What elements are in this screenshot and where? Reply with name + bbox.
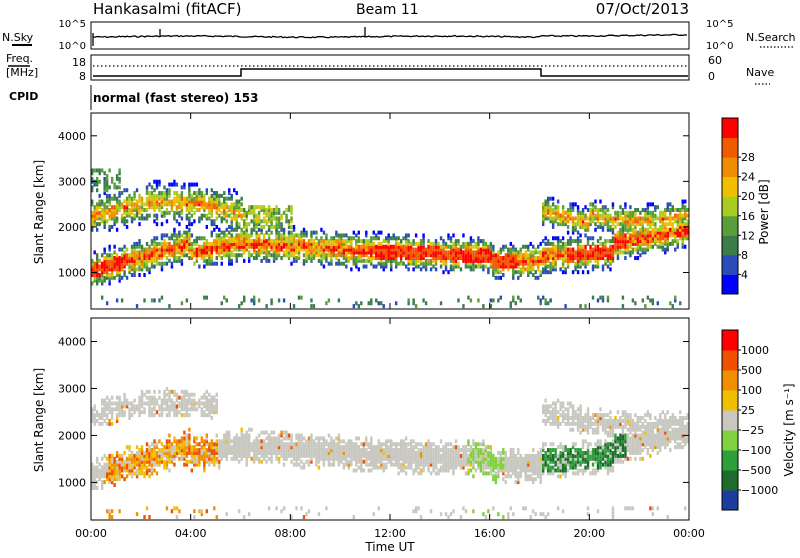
noise-right-tick-bottom: 10^0 (706, 41, 733, 52)
velBar-swatch-6 (722, 370, 738, 391)
powerBar-swatch-6 (722, 157, 738, 177)
noise-left-tick-top: 10^5 (59, 19, 86, 30)
powerBar-swatch-1 (722, 255, 738, 275)
velBar-tick-3: 25 (741, 404, 755, 417)
freq-right-tick-top: 60 (708, 54, 722, 67)
x-axis-label: Time UT (364, 540, 415, 554)
noise-right-tick-top: 10^5 (706, 19, 733, 30)
powerBar-swatch-3 (722, 216, 738, 236)
freq-line (93, 69, 688, 76)
powerYTicks-label-1: 2000 (58, 221, 86, 234)
x-tick-label-3: 12:00 (374, 527, 406, 540)
noise-sky-line (93, 33, 687, 46)
powerYTicks-label-0: 1000 (58, 267, 86, 280)
velocity-ylabel: Slant Range [km] (32, 368, 46, 472)
power-ylabel: Slant Range [km] (32, 160, 46, 264)
date-title: 07/Oct/2013 (596, 0, 689, 18)
x-tick-label-1: 04:00 (175, 527, 207, 540)
freq-left-tick-top: 18 (72, 56, 86, 69)
freq-left-tick-bottom: 8 (79, 70, 86, 83)
powerBar-tick-1: 8 (741, 249, 748, 262)
velBar-swatch-8 (722, 330, 738, 351)
noise-left-tick-bottom: 10^0 (59, 41, 86, 52)
velBar-swatch-5 (722, 390, 738, 411)
freq-label-1: Freq. (6, 52, 33, 65)
power-colorbar-label: Power [dB] (757, 179, 771, 244)
velYTicks-label-2: 3000 (58, 382, 86, 395)
powerYTicks-label-3: 4000 (58, 130, 86, 143)
powerYTicks-label-2: 3000 (58, 175, 86, 188)
noise-right-label: N.Search (746, 31, 796, 44)
velBar-swatch-1 (722, 470, 738, 491)
cpid-value: normal (fast stereo) 153 (93, 91, 259, 105)
velBar-swatch-3 (722, 430, 738, 451)
velBar-tick-7: −1000 (741, 484, 778, 497)
velBar-tick-6: −500 (741, 464, 771, 477)
powerBar-swatch-0 (722, 274, 738, 294)
x-tick-label-0: 00:00 (75, 527, 107, 540)
nave-label: Nave (746, 66, 774, 79)
freq-right-tick-bottom: 0 (708, 70, 715, 83)
x-tick-label-4: 16:00 (474, 527, 506, 540)
velBar-tick-2: 100 (741, 384, 762, 397)
velYTicks-label-3: 4000 (58, 335, 86, 348)
x-tick-label-6: 00:00 (673, 527, 705, 540)
powerBar-swatch-4 (722, 196, 738, 216)
powerBar-tick-4: 20 (741, 190, 755, 203)
velBar-tick-5: −100 (741, 444, 771, 457)
velBar-tick-0: 1000 (741, 344, 769, 357)
velBar-tick-1: 500 (741, 364, 762, 377)
powerBar-swatch-5 (722, 177, 738, 197)
velBar-swatch-0 (722, 490, 738, 511)
station-title: Hankasalmi (fitACF) (93, 0, 241, 18)
cpid-label: CPID (9, 90, 38, 103)
powerBar-swatch-2 (722, 235, 738, 255)
velBar-tick-4: −25 (741, 424, 764, 437)
velBar-swatch-2 (722, 450, 738, 471)
powerBar-swatch-8 (722, 118, 738, 138)
x-tick-label-2: 08:00 (274, 527, 306, 540)
noise-left-label: N.Sky (2, 31, 34, 44)
beam-title: Beam 11 (356, 2, 419, 18)
powerBar-tick-0: 4 (741, 268, 748, 281)
velYTicks-label-1: 2000 (58, 429, 86, 442)
freq-label-2: [MHz] (6, 66, 38, 79)
velBar-swatch-7 (722, 350, 738, 371)
powerBar-tick-5: 24 (741, 171, 755, 184)
velBar-swatch-4 (722, 410, 738, 431)
velYTicks-label-0: 1000 (58, 476, 86, 489)
powerBar-tick-3: 16 (741, 210, 755, 223)
powerBar-swatch-7 (722, 138, 738, 158)
velocity-heatmap (91, 387, 689, 519)
x-tick-label-5: 20:00 (573, 527, 605, 540)
power-heatmap (91, 168, 689, 308)
powerBar-tick-6: 28 (741, 151, 755, 164)
powerBar-tick-2: 12 (741, 229, 755, 242)
velocity-colorbar-label: Velocity [m s⁻¹] (782, 383, 796, 476)
